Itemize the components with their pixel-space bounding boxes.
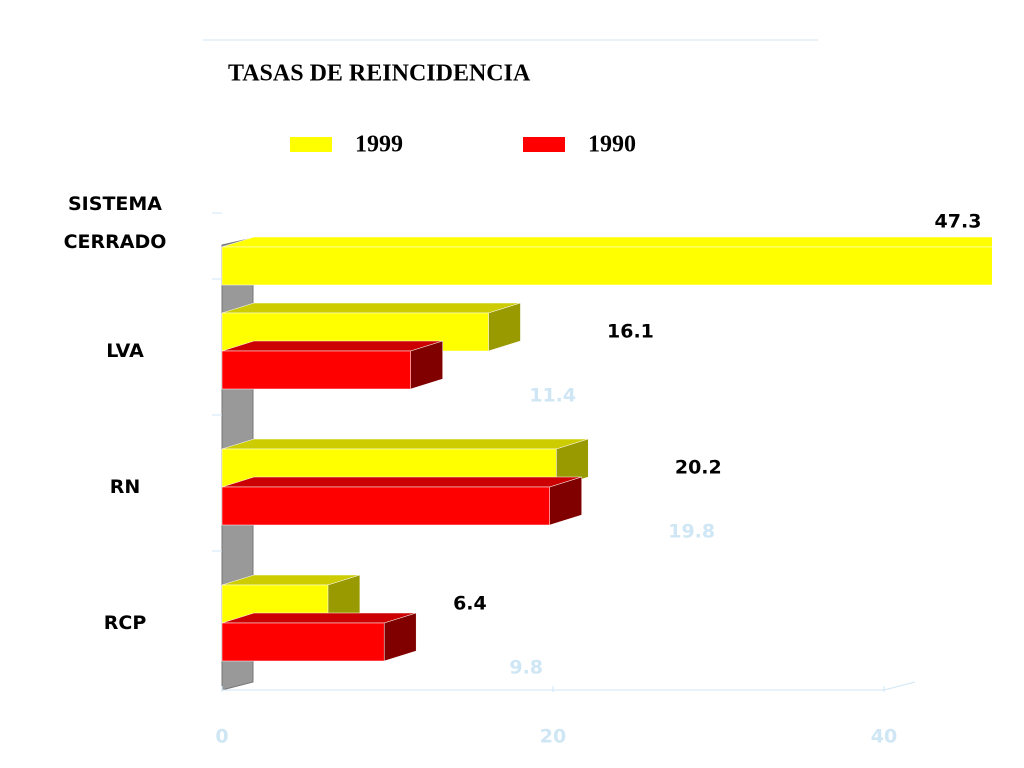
bar-top (221, 340, 443, 352)
bar (221, 340, 443, 390)
value-label: 20.2 (675, 457, 722, 479)
bar (221, 476, 582, 526)
bar-top (221, 438, 589, 450)
bar (221, 236, 1024, 286)
value-label: 11.4 (529, 385, 576, 407)
floor (222, 681, 916, 691)
bar-top (221, 612, 417, 624)
legend-swatch (290, 137, 332, 152)
bar-front (221, 622, 385, 662)
category-label: LVA (106, 340, 144, 362)
x-tick-label: 40 (871, 726, 897, 748)
bar-top (221, 302, 521, 314)
value-label: 19.8 (668, 521, 715, 543)
bar (221, 612, 417, 662)
value-label: 9.8 (509, 657, 543, 679)
bar-front (221, 350, 411, 390)
category-label: RN (109, 476, 141, 498)
bar-side (1005, 237, 1024, 285)
x-tick-label: 0 (215, 726, 228, 748)
value-label: 6.4 (453, 593, 487, 615)
value-label: 47.3 (935, 211, 982, 233)
bar-top (221, 236, 992, 248)
bar-front (221, 486, 550, 526)
legend-label: 1999 (355, 132, 403, 158)
value-label: 16.1 (607, 321, 654, 343)
chart-title: TASAS DE REINCIDENCIA (228, 61, 531, 87)
category-label: RCP (103, 612, 147, 634)
x-tick-label: 20 (540, 726, 566, 748)
bar-top (221, 476, 582, 488)
category-label: SISTEMA CERRADO (63, 193, 167, 253)
legend-swatch (523, 137, 565, 152)
bar-front (221, 246, 992, 286)
legend-label: 1990 (588, 132, 636, 158)
